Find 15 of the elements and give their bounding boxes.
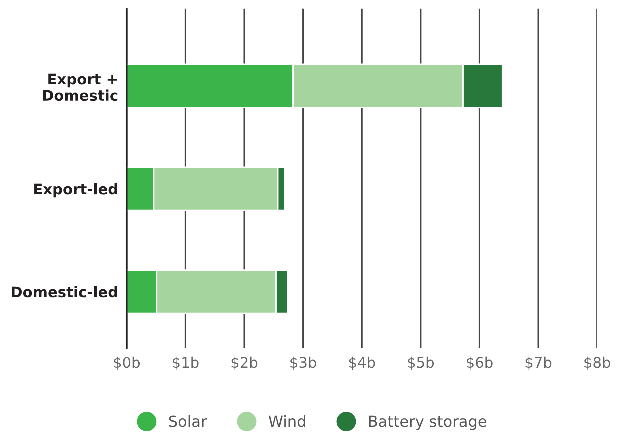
x-tick-label: $5b bbox=[408, 356, 434, 370]
x-tick-label: $7b bbox=[526, 356, 552, 370]
x-tick-label: $2b bbox=[232, 356, 258, 370]
x-tick-label: $6b bbox=[467, 356, 493, 370]
x-tick-label: $8b bbox=[584, 356, 610, 370]
legend-label: Battery storage bbox=[369, 416, 487, 430]
x-tick-label: $1b bbox=[173, 356, 199, 370]
y-tick-label: Export + Domestic bbox=[43, 74, 118, 102]
x-tick-label: $4b bbox=[349, 356, 376, 370]
legend-label: Wind bbox=[268, 415, 306, 428]
y-tick-label: Domestic-led bbox=[12, 286, 118, 298]
legend-label: Solar bbox=[169, 415, 208, 428]
y-tick-label: Export-led bbox=[34, 183, 118, 198]
x-tick-label: $0b bbox=[114, 356, 140, 370]
x-tick-label: $3b bbox=[290, 356, 316, 370]
